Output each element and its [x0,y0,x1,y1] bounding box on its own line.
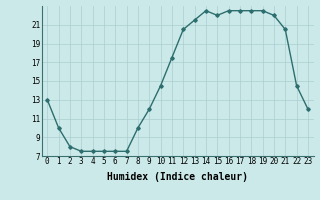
X-axis label: Humidex (Indice chaleur): Humidex (Indice chaleur) [107,172,248,182]
